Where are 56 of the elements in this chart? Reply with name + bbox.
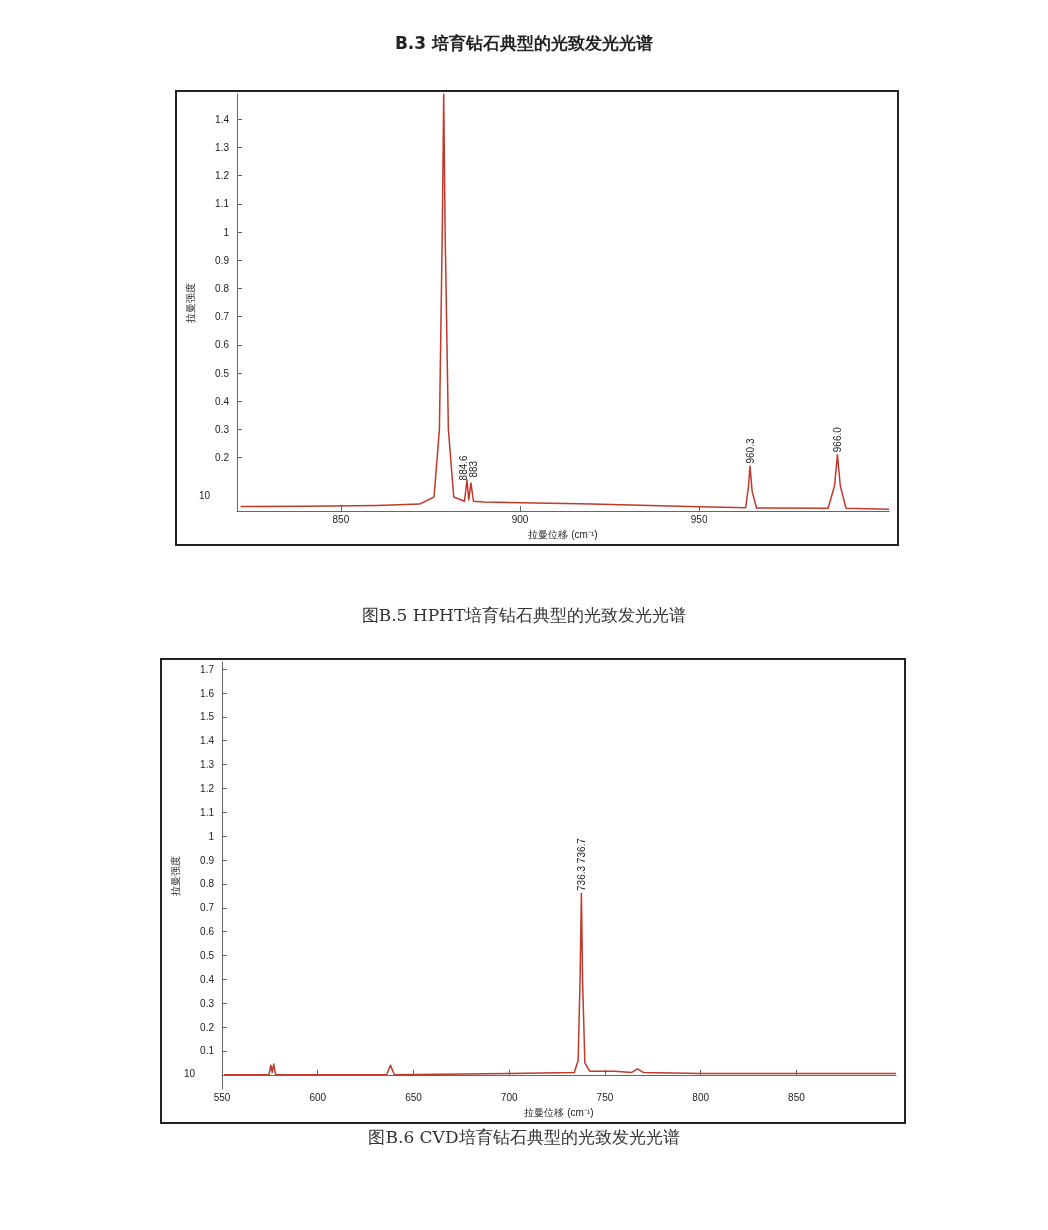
text: 10 (199, 489, 211, 501)
y-tick-label: 1.1 (200, 806, 215, 818)
x-tick-label: 950 (690, 513, 708, 525)
text: 图B.5 HPHT培育钻石典型的光致发光光谱 (360, 604, 688, 627)
x-tick-label: 850 (788, 1091, 806, 1103)
annotation: 884.6 (458, 454, 470, 481)
y-tick-label: 1.4 (215, 113, 230, 125)
y-tick-label: 0.3 (200, 997, 215, 1009)
y-tick-label: 0.7 (200, 902, 215, 914)
x-tick-label: 800 (692, 1091, 710, 1103)
y-axis-title: 拉曼强度 (169, 855, 181, 896)
y-tick-label: 0.8 (200, 878, 215, 890)
y-tick-label: 1.3 (200, 759, 215, 771)
y-tick-label: 0.5 (200, 949, 215, 961)
y-tick-label: 1.3 (215, 142, 230, 154)
y-tick-label: 0.6 (200, 926, 215, 938)
text: 10 (184, 1067, 196, 1079)
x-tick-label: 600 (309, 1091, 327, 1103)
line-series (223, 892, 897, 1076)
chart-title: B.3 培育钻石典型的光致发光光谱 (393, 32, 655, 55)
x-tick-label: 750 (596, 1091, 614, 1103)
annotation: 966.0 (831, 426, 843, 453)
y-tick-label: 0.9 (200, 854, 215, 866)
x-tick-label: 850 (332, 513, 350, 525)
y-tick-label: 1.2 (200, 782, 215, 794)
x-tick-label: 650 (405, 1091, 423, 1103)
x-tick-label: 700 (500, 1091, 518, 1103)
y-tick-label: 0.6 (215, 339, 230, 351)
y-tick-label: 0.9 (215, 254, 230, 266)
y-tick-label: 0.2 (200, 1021, 215, 1033)
y-tick-label: 0.5 (215, 367, 230, 379)
y-tick-label: 0.3 (215, 423, 230, 435)
y-tick-label: 1.7 (200, 663, 215, 675)
annotation: 960.3 (744, 438, 756, 464)
y-tick-label: 1.4 (200, 735, 215, 747)
x-tick-label: 550 (213, 1091, 231, 1103)
y-tick-label: 0.4 (200, 973, 215, 985)
y-axis-title: 拉曼强度 (184, 282, 196, 323)
x-axis-title: 拉曼位移 (cm⁻¹) (528, 528, 598, 540)
line-series (239, 93, 890, 510)
y-tick-label: 1.2 (215, 170, 230, 182)
y-tick-label: 1.5 (200, 711, 215, 723)
text: 图B.6 CVD培育钻石典型的光致发光光谱 (367, 1126, 681, 1149)
y-tick-label: 1.6 (200, 687, 215, 699)
y-tick-label: 0.4 (215, 395, 230, 407)
y-tick-label: 0.2 (215, 452, 230, 464)
x-tick-label: 900 (511, 513, 529, 525)
y-tick-label: 0.1 (200, 1045, 215, 1057)
y-tick-label: 0.8 (215, 282, 230, 294)
y-tick-label: 0.7 (215, 311, 230, 323)
y-tick-label: 1 (223, 226, 230, 238)
annotation: 736.3 736.7 (575, 837, 587, 891)
y-tick-label: 1 (208, 830, 215, 842)
y-tick-label: 1.1 (215, 198, 230, 210)
x-axis-title: 拉曼位移 (cm⁻¹) (524, 1106, 594, 1118)
annotation: 883 (468, 460, 480, 478)
